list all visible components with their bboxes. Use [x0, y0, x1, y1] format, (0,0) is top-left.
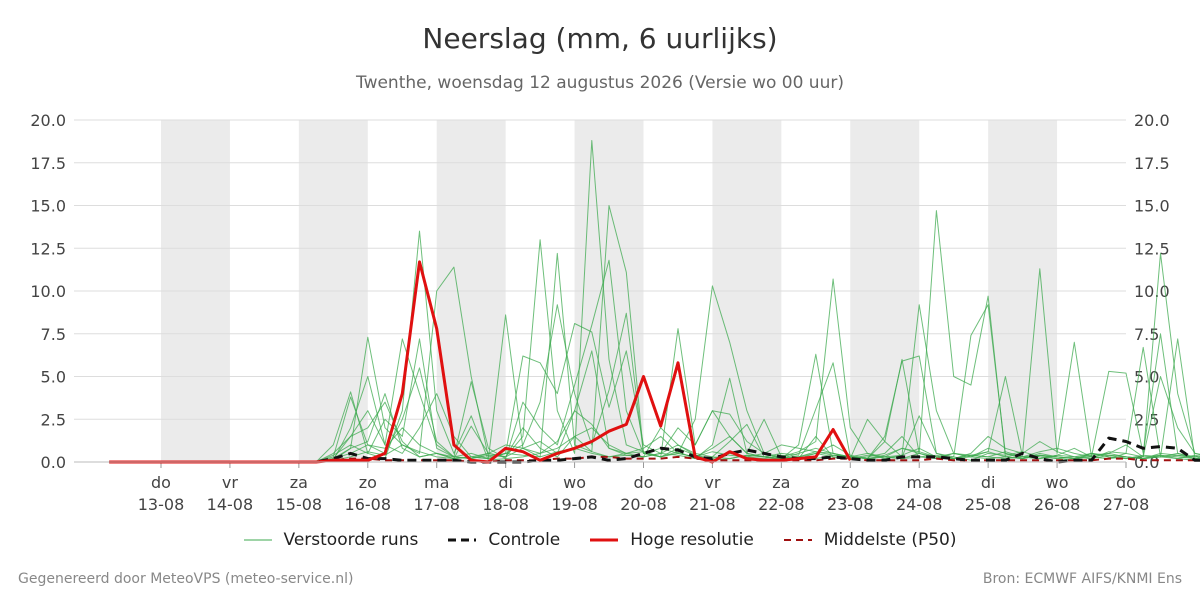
x-tick-day: do	[1116, 473, 1136, 492]
x-tick-day: vr	[222, 473, 238, 492]
x-tick-date: 18-08	[482, 495, 529, 514]
x-tick-day: za	[290, 473, 308, 492]
chart-legend: Verstoorde runs Controle Hoge resolutie …	[0, 530, 1200, 550]
y-tick-label-left: 7.5	[41, 325, 66, 344]
y-tick-label-left: 17.5	[30, 154, 66, 173]
legend-swatch-hoge-resolutie	[590, 538, 619, 542]
chart-title: Neerslag (mm, 6 uurlijks)	[422, 22, 778, 55]
legend-swatch-verstoorde-runs	[243, 539, 272, 541]
x-tick-day: do	[151, 473, 171, 492]
x-tick-day: zo	[359, 473, 377, 492]
legend-label-middelste-p50: Middelste (P50)	[823, 530, 957, 550]
chart-subtitle: Twenthe, woensdag 12 augustus 2026 (Vers…	[356, 73, 844, 93]
x-tick-date: 17-08	[413, 495, 460, 514]
x-tick-date: 27-08	[1103, 495, 1150, 514]
x-tick-date: 22-08	[758, 495, 805, 514]
x-tick-date: 19-08	[551, 495, 598, 514]
legend-label-verstoorde-runs: Verstoorde runs	[283, 530, 419, 550]
footer-generated-by: Gegenereerd door MeteoVPS (meteo-service…	[18, 571, 354, 587]
legend-swatch-controle	[448, 538, 477, 542]
y-tick-label-right: 7.5	[1134, 325, 1159, 344]
y-tick-label-left: 15.0	[30, 197, 66, 216]
x-tick-day: wo	[1046, 473, 1069, 492]
x-tick-date: 21-08	[689, 495, 736, 514]
x-tick-day: za	[772, 473, 790, 492]
series-line-middelste-p50	[109, 455, 1200, 463]
legend-label-hoge-resolutie: Hoge resolutie	[630, 530, 754, 550]
x-tick-date: 20-08	[620, 495, 667, 514]
x-tick-date: 24-08	[896, 495, 943, 514]
legend-item-controle[interactable]: Controle	[448, 530, 560, 550]
x-tick-date: 16-08	[345, 495, 392, 514]
legend-item-verstoorde-runs[interactable]: Verstoorde runs	[243, 530, 419, 550]
x-tick-date: 23-08	[827, 495, 874, 514]
x-tick-day: vr	[704, 473, 720, 492]
y-tick-label-left: 20.0	[30, 111, 66, 130]
legend-item-hoge-resolutie[interactable]: Hoge resolutie	[590, 530, 754, 550]
x-tick-day: do	[634, 473, 654, 492]
x-tick-day: ma	[907, 473, 932, 492]
y-tick-label-left: 2.5	[41, 410, 66, 429]
x-tick-day: wo	[563, 473, 586, 492]
x-tick-day: di	[498, 473, 513, 492]
legend-label-controle: Controle	[488, 530, 561, 550]
y-tick-label-left: 0.0	[41, 453, 66, 472]
x-tick-day: zo	[841, 473, 859, 492]
x-tick-day: di	[981, 473, 996, 492]
y-tick-label-right: 10.0	[1134, 282, 1170, 301]
series-line-perturbed-run	[109, 140, 1200, 463]
x-tick-date: 25-08	[965, 495, 1012, 514]
x-tick-day: ma	[424, 473, 449, 492]
y-tick-label-left: 5.0	[41, 368, 66, 387]
y-tick-label-right: 17.5	[1134, 154, 1170, 173]
x-tick-date: 13-08	[138, 495, 185, 514]
y-tick-label-right: 12.5	[1134, 239, 1170, 258]
legend-item-middelste-p50[interactable]: Middelste (P50)	[783, 530, 957, 550]
y-tick-label-left: 12.5	[30, 239, 66, 258]
x-tick-date: 14-08	[207, 495, 254, 514]
footer-source: Bron: ECMWF AIFS/KNMI Ens	[982, 571, 1182, 587]
y-tick-label-right: 15.0	[1134, 197, 1170, 216]
legend-swatch-middelste-p50	[783, 539, 812, 541]
x-tick-date: 26-08	[1034, 495, 1081, 514]
y-tick-label-right: 20.0	[1134, 111, 1170, 130]
y-tick-label-left: 10.0	[30, 282, 66, 301]
x-tick-date: 15-08	[276, 495, 323, 514]
